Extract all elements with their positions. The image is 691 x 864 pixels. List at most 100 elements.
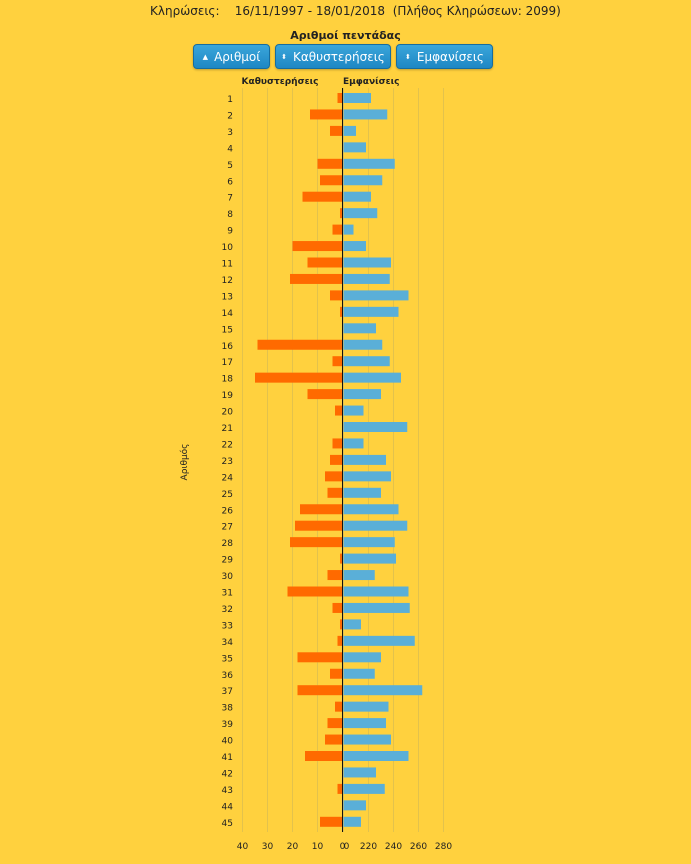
- bar-delays: [317, 158, 343, 169]
- bar-appearances: [343, 487, 381, 498]
- bar-delays: [300, 504, 343, 515]
- bar-delays: [330, 290, 343, 301]
- bar-delays: [305, 751, 343, 761]
- bar-appearances: [343, 800, 366, 811]
- bar-appearances: [343, 454, 386, 465]
- bar-appearances: [343, 619, 361, 630]
- category-label: 3: [227, 128, 233, 138]
- bar-appearances: [343, 685, 423, 696]
- category-label: 5: [227, 161, 233, 171]
- bar-delays: [327, 718, 343, 729]
- bar-appearances: [343, 339, 383, 350]
- category-label: 14: [222, 309, 234, 319]
- sort-arrows-icon: ⬍: [281, 52, 288, 61]
- category-label: 45: [222, 819, 233, 829]
- category-label: 8: [227, 210, 233, 220]
- x-tick-label-right: 0: [344, 842, 350, 852]
- x-tick-label-left: 10: [312, 842, 324, 852]
- bar-delays: [290, 537, 343, 548]
- bar-delays: [340, 619, 343, 630]
- x-tick-label-right: 280: [435, 842, 452, 852]
- category-label: 32: [222, 605, 233, 615]
- bar-appearances: [343, 372, 401, 383]
- bar-appearances: [343, 668, 375, 679]
- x-tick-label-left: 20: [287, 842, 299, 852]
- bar-appearances: [343, 224, 354, 235]
- bar-appearances: [343, 290, 409, 301]
- x-tick-label-left: 30: [262, 842, 274, 852]
- x-tick-label-right: 240: [385, 842, 402, 852]
- category-label: 4: [227, 144, 233, 154]
- bar-delays: [325, 734, 343, 745]
- bar-appearances: [343, 356, 390, 367]
- bar-delays: [332, 438, 343, 449]
- bar-appearances: [343, 652, 381, 663]
- bar-appearances: [343, 570, 375, 581]
- bar-delays: [302, 191, 343, 202]
- bar-appearances: [343, 734, 391, 745]
- bar-appearances: [343, 257, 391, 268]
- category-label: 13: [222, 292, 233, 302]
- bar-appearances: [343, 751, 409, 761]
- bar-delays: [327, 570, 343, 581]
- bar-appearances: [343, 635, 415, 646]
- bar-delays: [290, 273, 343, 284]
- bar-delays: [297, 685, 343, 696]
- bar-delays: [320, 175, 343, 186]
- category-label: 35: [222, 654, 233, 664]
- bar-appearances: [343, 586, 409, 597]
- bar-appearances: [343, 537, 395, 548]
- category-label: 44: [222, 802, 234, 812]
- sort-by-appearances-button[interactable]: ⬍ Εμφανίσεις: [396, 44, 493, 69]
- chart-title: Αριθμοί πεντάδας: [290, 29, 401, 42]
- category-label: 31: [222, 589, 233, 599]
- category-label: 7: [227, 194, 233, 204]
- category-label: 36: [222, 671, 234, 681]
- bar-delays: [335, 405, 343, 416]
- bar-appearances: [343, 553, 396, 564]
- bar-delays: [295, 520, 343, 531]
- bar-delays: [332, 356, 343, 367]
- bar-appearances: [343, 767, 376, 778]
- category-label: 43: [222, 786, 233, 796]
- sort-by-delays-label: Καθυστερήσεις: [293, 49, 385, 64]
- bar-appearances: [343, 109, 388, 120]
- category-label: 29: [222, 556, 234, 566]
- bar-delays: [337, 93, 343, 103]
- bar-delays: [337, 635, 343, 646]
- sort-by-number-button[interactable]: ▲ Αριθμοί: [193, 44, 270, 69]
- bar-delays: [297, 652, 343, 663]
- draw-info-label: Κληρώσεις:: [150, 4, 220, 18]
- bar-delays: [335, 701, 343, 712]
- category-label: 38: [222, 704, 234, 714]
- category-label: 18: [222, 375, 234, 385]
- sort-by-delays-button[interactable]: ⬍ Καθυστερήσεις: [275, 44, 391, 69]
- bar-delays: [307, 257, 343, 268]
- category-label: 34: [222, 638, 234, 648]
- x-tick-label-left: 40: [237, 842, 249, 852]
- bar-appearances: [343, 405, 364, 416]
- y-axis-label: Αριθμός: [179, 444, 190, 481]
- bar-appearances: [343, 438, 364, 449]
- category-label: 12: [222, 276, 233, 286]
- bar-appearances: [343, 816, 361, 827]
- category-label: 21: [222, 424, 233, 434]
- legend-delays: Καθυστερήσεις: [242, 77, 319, 87]
- category-label: 22: [222, 440, 233, 450]
- category-label: 27: [222, 523, 233, 533]
- bar-delays: [257, 339, 343, 350]
- draw-date-range: 16/11/1997 - 18/01/2018: [234, 4, 386, 18]
- bar-delays: [332, 224, 343, 235]
- bar-delays: [332, 602, 343, 613]
- category-label: 41: [222, 753, 233, 763]
- draw-info: Κληρώσεις: 16/11/1997 - 18/01/2018 (Πλήθ…: [150, 4, 561, 18]
- draw-count: (Πλήθος Κληρώσεων: 2099): [392, 4, 561, 18]
- sort-by-appearances-label: Εμφανίσεις: [416, 49, 484, 64]
- category-label: 6: [227, 177, 233, 187]
- category-label: 10: [222, 243, 234, 253]
- bar-appearances: [343, 520, 408, 531]
- bar-delays: [330, 454, 343, 465]
- x-tick-label-left: 0: [340, 842, 346, 852]
- category-label: 23: [222, 457, 233, 467]
